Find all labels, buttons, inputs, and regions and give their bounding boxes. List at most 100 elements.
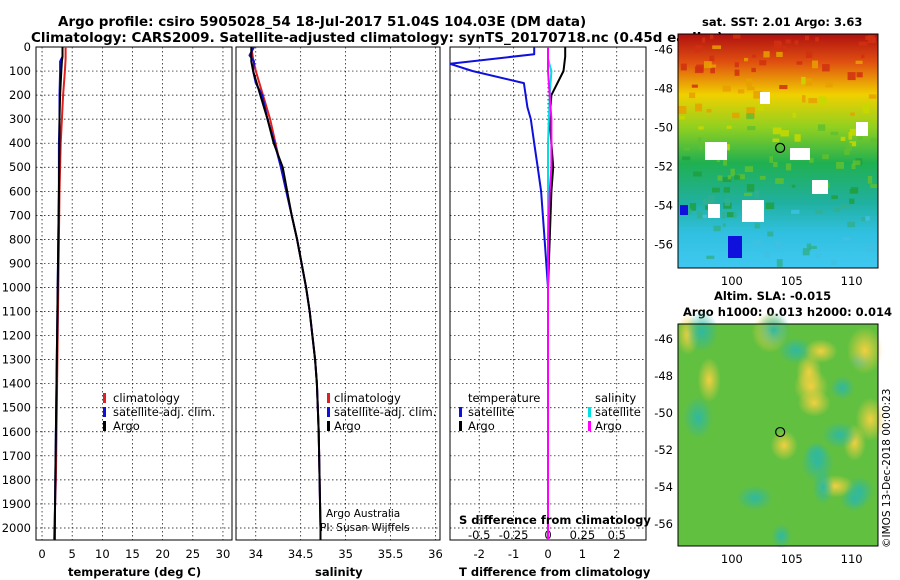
x-tick-label: 15 bbox=[125, 547, 140, 561]
sst-pixel bbox=[709, 55, 715, 62]
sst-pixel bbox=[862, 103, 870, 110]
sst-pixel bbox=[754, 190, 759, 199]
sst-pixel bbox=[780, 130, 789, 137]
legend-swatch-satellite-adj bbox=[327, 407, 330, 417]
sst-pixel bbox=[682, 156, 691, 161]
sst-pixel bbox=[759, 175, 766, 180]
series-line-argo-s bbox=[547, 47, 553, 540]
sst-pixel bbox=[825, 81, 833, 88]
sst-pixel bbox=[845, 143, 852, 151]
depth-tick-label: 600 bbox=[9, 184, 31, 198]
lat-tick-label: -48 bbox=[654, 369, 673, 383]
sst-pixel bbox=[865, 245, 874, 252]
sst-pixel bbox=[726, 144, 730, 151]
sst-pixel bbox=[730, 168, 735, 177]
sla-anomaly-blob bbox=[685, 310, 719, 352]
legend-swatch-climatology bbox=[103, 393, 106, 403]
lat-tick-label: -46 bbox=[654, 43, 673, 57]
lon-tick-label: 105 bbox=[781, 274, 803, 288]
sst-pixel bbox=[815, 210, 823, 214]
lat-tick-label: -50 bbox=[654, 121, 673, 135]
sst-pixel bbox=[776, 51, 783, 57]
depth-axis: 0 100 200 300 400 500 600 700 800 900 1000 1100 1200… bbox=[2, 40, 31, 535]
series-line-argo bbox=[53, 47, 64, 540]
sst-pixel bbox=[856, 72, 863, 78]
sst-land-mask bbox=[680, 92, 868, 258]
legend-label-argo-t: Argo bbox=[468, 419, 495, 433]
x-tick-label: 25 bbox=[185, 547, 200, 561]
sst-pixel bbox=[680, 63, 687, 71]
depth-tick-label: 0 bbox=[24, 40, 31, 54]
sst-pixel bbox=[868, 94, 877, 99]
sla-anomaly-blob bbox=[736, 485, 773, 511]
sla-anomaly-blob bbox=[846, 326, 883, 375]
sst-pixel bbox=[723, 187, 730, 193]
sst-pixel bbox=[847, 72, 856, 81]
x-tick-label: 10 bbox=[95, 547, 110, 561]
sst-pixel bbox=[850, 112, 855, 116]
depth-tick-label: 200 bbox=[9, 88, 31, 102]
depth-tick-label: 1500 bbox=[2, 401, 31, 415]
sst-pixel bbox=[801, 76, 806, 85]
legend-label-climatology: climatology bbox=[113, 391, 180, 405]
sst-pixel bbox=[849, 141, 857, 147]
lat-tick-label: -52 bbox=[654, 443, 673, 457]
sst-pixel bbox=[702, 37, 706, 43]
series-line-climatology bbox=[250, 47, 322, 540]
lon-tick-label: 110 bbox=[841, 274, 863, 288]
sla-axes: 100 105 110 -46 -48 -50 -52 -54 -56 bbox=[654, 332, 862, 566]
sst-pixel bbox=[737, 89, 745, 94]
sst-pixel bbox=[763, 51, 770, 58]
sst-pixel bbox=[708, 195, 715, 203]
sst-pixel bbox=[697, 211, 703, 219]
sst-pixel bbox=[776, 259, 783, 267]
sst-pixel bbox=[794, 134, 801, 142]
sst-pixel bbox=[863, 108, 870, 114]
legend-title-salinity: salinity bbox=[595, 391, 636, 405]
sst-mask-patch bbox=[812, 180, 828, 194]
sst-pixel bbox=[818, 96, 825, 105]
s-tick-label: 0.5 bbox=[608, 528, 626, 542]
sst-pixel bbox=[858, 41, 868, 46]
legend-label-argo-s: Argo bbox=[595, 419, 622, 433]
sst-pixel bbox=[833, 208, 841, 212]
sla-anomaly-blob bbox=[830, 375, 855, 400]
sst-pixel bbox=[830, 260, 837, 266]
temperature-x-axis: 0 5 10 15 20 25 30 bbox=[38, 547, 230, 561]
depth-tick-label: 1000 bbox=[2, 280, 31, 294]
sst-pixel bbox=[717, 175, 723, 181]
sst-pixel bbox=[792, 112, 796, 118]
sst-pixel bbox=[840, 204, 847, 208]
sst-pixel bbox=[785, 163, 792, 171]
lon-tick-label: 100 bbox=[721, 274, 743, 288]
sst-pixel bbox=[689, 92, 696, 99]
sst-pixel bbox=[751, 67, 756, 73]
legend-label-satellite-s: satellite bbox=[595, 405, 641, 419]
depth-tick-label: 900 bbox=[9, 256, 31, 270]
sst-pixel bbox=[722, 223, 726, 227]
sst-map-frame bbox=[677, 33, 879, 269]
sla-anomaly-blob bbox=[697, 357, 721, 403]
sst-pixel bbox=[734, 69, 740, 76]
sla-anomaly-blob bbox=[771, 523, 792, 549]
sst-pixel bbox=[722, 85, 731, 92]
sst-pixel bbox=[794, 40, 799, 45]
sst-pixel bbox=[865, 35, 872, 40]
sst-pixel bbox=[746, 107, 755, 114]
sst-pixel bbox=[704, 61, 712, 69]
lat-tick-label: -56 bbox=[654, 238, 673, 252]
sst-pixel bbox=[754, 223, 760, 229]
sla-map: Altim. SLA: -0.015 Argo h1000: 0.013 h20… bbox=[654, 289, 892, 566]
depth-tick-label: 300 bbox=[9, 112, 31, 126]
sst-pixel bbox=[774, 240, 781, 249]
sst-pixel bbox=[704, 199, 713, 204]
x-tick-label: -2 bbox=[473, 547, 484, 561]
sst-pixel bbox=[738, 174, 745, 180]
sst-pixel bbox=[706, 109, 712, 113]
sst-mask-patch bbox=[760, 92, 770, 104]
sst-pixel bbox=[870, 184, 878, 188]
sst-pixel bbox=[861, 54, 865, 59]
legend-swatch-argo bbox=[327, 421, 330, 431]
lat-tick-label: -54 bbox=[654, 199, 673, 213]
sst-pixel bbox=[815, 253, 821, 258]
